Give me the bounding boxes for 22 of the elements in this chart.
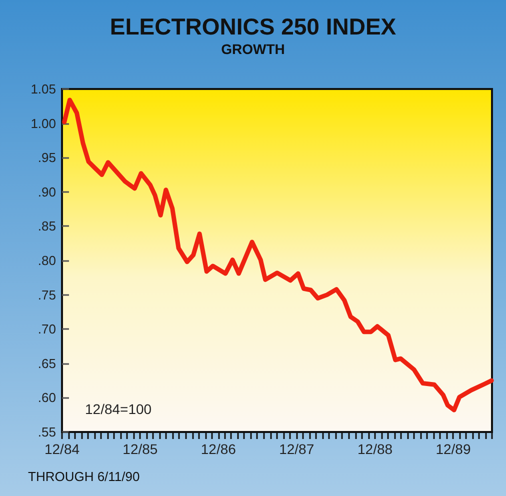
y-tick-label: .65 xyxy=(38,356,56,371)
x-tick-label: 12/85 xyxy=(122,441,158,457)
y-tick-label: .90 xyxy=(38,184,56,200)
y-tick-label: 1.00 xyxy=(30,116,56,131)
y-tick-label: .55 xyxy=(38,424,56,440)
chart-subtitle: GROWTH xyxy=(221,41,285,57)
y-tick-label: .80 xyxy=(38,253,56,268)
y-tick-label: .85 xyxy=(38,218,56,234)
x-tick-label: 12/87 xyxy=(279,441,314,457)
y-tick-label: .95 xyxy=(38,150,56,166)
x-tick-label: 12/89 xyxy=(436,441,471,457)
annotation: 12/84=100 xyxy=(85,401,152,417)
y-tick-label: .70 xyxy=(38,322,56,337)
chart-title: ELECTRONICS 250 INDEX xyxy=(110,14,397,40)
x-tick-label: 12/86 xyxy=(200,441,236,457)
y-tick-label: .75 xyxy=(38,287,56,302)
line-series xyxy=(62,98,494,412)
y-tick-label: .60 xyxy=(38,390,56,406)
x-tick-label: 12/84 xyxy=(44,441,80,457)
y-tick-label: 1.05 xyxy=(30,82,56,96)
text: THROUGH 6/11/90 xyxy=(28,469,140,484)
x-tick-label: 12/88 xyxy=(357,441,393,457)
